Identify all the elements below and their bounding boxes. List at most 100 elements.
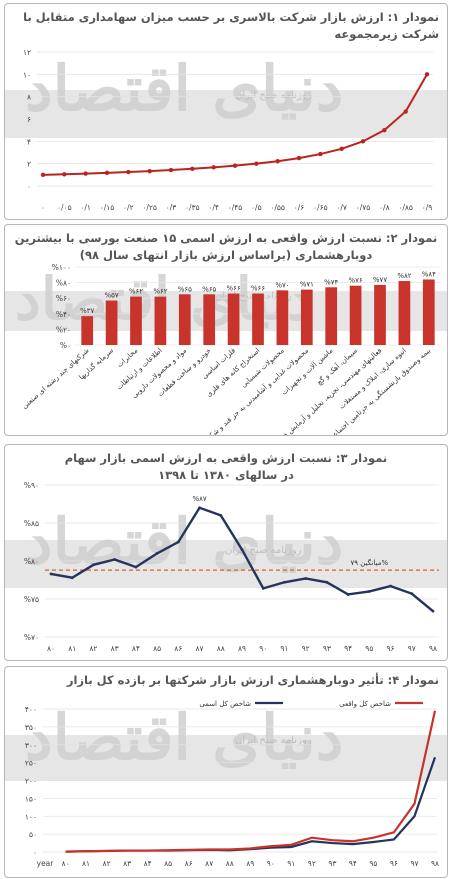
- data-point: [134, 565, 138, 569]
- data-point: [198, 506, 201, 510]
- chart3-plot: %۷۰ %۷۵ %۸۰ %۸۵ %۹۰ ۸۰ ۸۱ ۸۲ ۸۳ ۸۴ ۸۵ ۸۶ ۸۷ ۸۸ ۸۹ ۹۰ ۹۱ ۹…: [24, 481, 439, 653]
- bar: [300, 289, 313, 345]
- x-tick-label: ۹۷: [408, 644, 416, 653]
- y-tick-label: ۲: [27, 160, 31, 169]
- chart2-title: نمودار ۲: نسبت ارزش واقعی به ارزش اسمی ۱…: [14, 231, 438, 262]
- data-point: [261, 586, 265, 590]
- bar: [81, 316, 94, 345]
- data-label: %۷۱: [300, 281, 314, 289]
- data-point: [155, 552, 159, 555]
- x-tick-label: ۰/۸۵: [398, 203, 413, 212]
- chart1-title: نمودار ۱: ارزش بازار شرکت بالاسری بر حسب…: [23, 10, 439, 41]
- y-tick-label: %۷۰: [24, 633, 39, 642]
- x-tick-label: ۸۹: [246, 859, 254, 868]
- x-tick-label: year: [37, 859, 55, 868]
- x-tick-label: ۸۱: [68, 644, 76, 653]
- x-tick-label: ۸۶: [174, 644, 182, 653]
- series-line: [65, 756, 437, 853]
- data-point: [403, 109, 408, 114]
- bar: [154, 296, 167, 345]
- x-tick-label: ۹۶: [390, 859, 398, 868]
- x-tick-label: ۹۲: [308, 859, 316, 868]
- data-label: %۶۲: [153, 288, 167, 296]
- watermark-subtitle: روزنامه صبح ایران: [225, 545, 302, 556]
- data-point: [126, 169, 131, 175]
- data-point: [254, 161, 259, 166]
- x-tick-label: ۸۴: [144, 859, 152, 868]
- data-point: [389, 584, 392, 588]
- x-tick-label: ۰/۳۵: [185, 203, 200, 212]
- data-point: [424, 72, 430, 77]
- data-point: [83, 171, 88, 176]
- peak-label: %۸۷: [192, 495, 206, 503]
- data-point: [190, 166, 195, 172]
- chart3-title: نمودار ۳: نسبت ارزش واقعی به ارزش اسمی ب…: [13, 450, 439, 484]
- data-point: [176, 540, 180, 544]
- x-tick-label: ۸۰: [47, 644, 55, 653]
- series-line: [65, 710, 437, 853]
- chart1-plot: ۰ ۲ ۴ ۶ ۸ ۱۰ ۱۲ ۰ ۰/۰۵ ۰/۱ ۰/۱۵ ۰/۲ ۰/۲۵ ۰/۳ ۰/۳۵ ۰/۴ ۰/…: [23, 48, 433, 212]
- data-point: [232, 163, 238, 168]
- y-tick-label: ۳۰۰: [25, 741, 37, 750]
- data-label: %۶۶: [251, 285, 265, 293]
- y-tick-label: %۴۰: [56, 310, 71, 319]
- x-tick-label: ۸۴: [132, 644, 140, 653]
- x-tick-label: ۸۵: [164, 859, 172, 868]
- data-label: %۳۷: [80, 307, 94, 315]
- y-tick-label: %۲۰: [56, 325, 71, 334]
- x-tick-label: ۰/۶: [294, 203, 305, 212]
- y-tick-label: ۲۵۰: [25, 759, 37, 768]
- x-tick-label: ۰/۱۵: [100, 203, 115, 212]
- data-label: %۸۴: [422, 270, 436, 278]
- data-label: %۷۶: [349, 277, 363, 285]
- data-point: [70, 576, 74, 580]
- x-tick-label: ۰/۱: [80, 203, 91, 212]
- data-label: %۷۴: [324, 278, 338, 286]
- x-tick-label: ۸۸: [217, 644, 225, 653]
- y-tick-label: ۱۰۰: [25, 812, 37, 821]
- bar: [276, 290, 289, 345]
- data-point: [40, 172, 46, 178]
- chart3-title-line2: در سالهای ۱۳۸۰ تا ۱۳۹۸: [158, 468, 294, 482]
- data-label: %۸۲: [397, 272, 411, 280]
- data-point: [318, 151, 323, 157]
- data-label: %۶۶: [227, 285, 241, 293]
- bar: [398, 281, 411, 345]
- x-tick-label: ۰/۴۵: [228, 203, 243, 212]
- data-point: [168, 167, 174, 173]
- data-point: [104, 170, 110, 176]
- data-point: [92, 563, 95, 567]
- x-tick-label: ۹۵: [365, 644, 373, 653]
- watermark-brand: دنیای اقتصاد: [25, 505, 344, 578]
- data-point: [283, 580, 286, 584]
- legend-label: شاخص کل اسمی: [199, 700, 251, 708]
- data-point: [382, 127, 387, 133]
- x-tick-label: ۸۲: [103, 859, 111, 868]
- y-tick-label: %۰: [60, 341, 71, 350]
- bar: [252, 293, 264, 345]
- x-tick-label: ۸۳: [123, 859, 131, 868]
- data-point: [360, 139, 366, 144]
- x-tick-label: ۸۵: [153, 644, 161, 653]
- y-tick-label: ۲۰۰: [25, 777, 37, 786]
- x-tick-label: ۰/۰۵: [57, 203, 72, 212]
- x-tick-label: ۸۱: [82, 859, 90, 868]
- y-tick-label: %۸۰: [24, 557, 39, 566]
- x-tick-label: ۹۴: [344, 644, 352, 653]
- legend-label: شاخص کل واقعی: [339, 700, 391, 708]
- y-tick-label: ۱۲: [23, 48, 31, 57]
- y-tick-label: %۸۰: [56, 279, 71, 288]
- chart2-panel: دنیای اقتصاد روزنامه صبح ایران نمودار ۲:…: [4, 224, 448, 436]
- series-line: [42, 73, 428, 176]
- y-tick-label: ۳۵۰: [25, 723, 37, 732]
- chart1-panel: دنیای اقتصاد روزنامه صبح ایران نمودار ۱:…: [4, 3, 448, 220]
- y-tick-label: ۴: [27, 137, 31, 146]
- y-tick-label: ۸: [27, 93, 31, 102]
- x-tick-label: ۰/۴: [208, 203, 219, 212]
- x-tick-label: ۰/۲۵: [142, 203, 157, 212]
- watermark-band: [5, 291, 447, 331]
- x-tick-label: ۸۰: [61, 859, 69, 868]
- x-tick-label: ۹۶: [387, 644, 395, 653]
- category-label: سیمان، آهک و گچ: [315, 346, 359, 387]
